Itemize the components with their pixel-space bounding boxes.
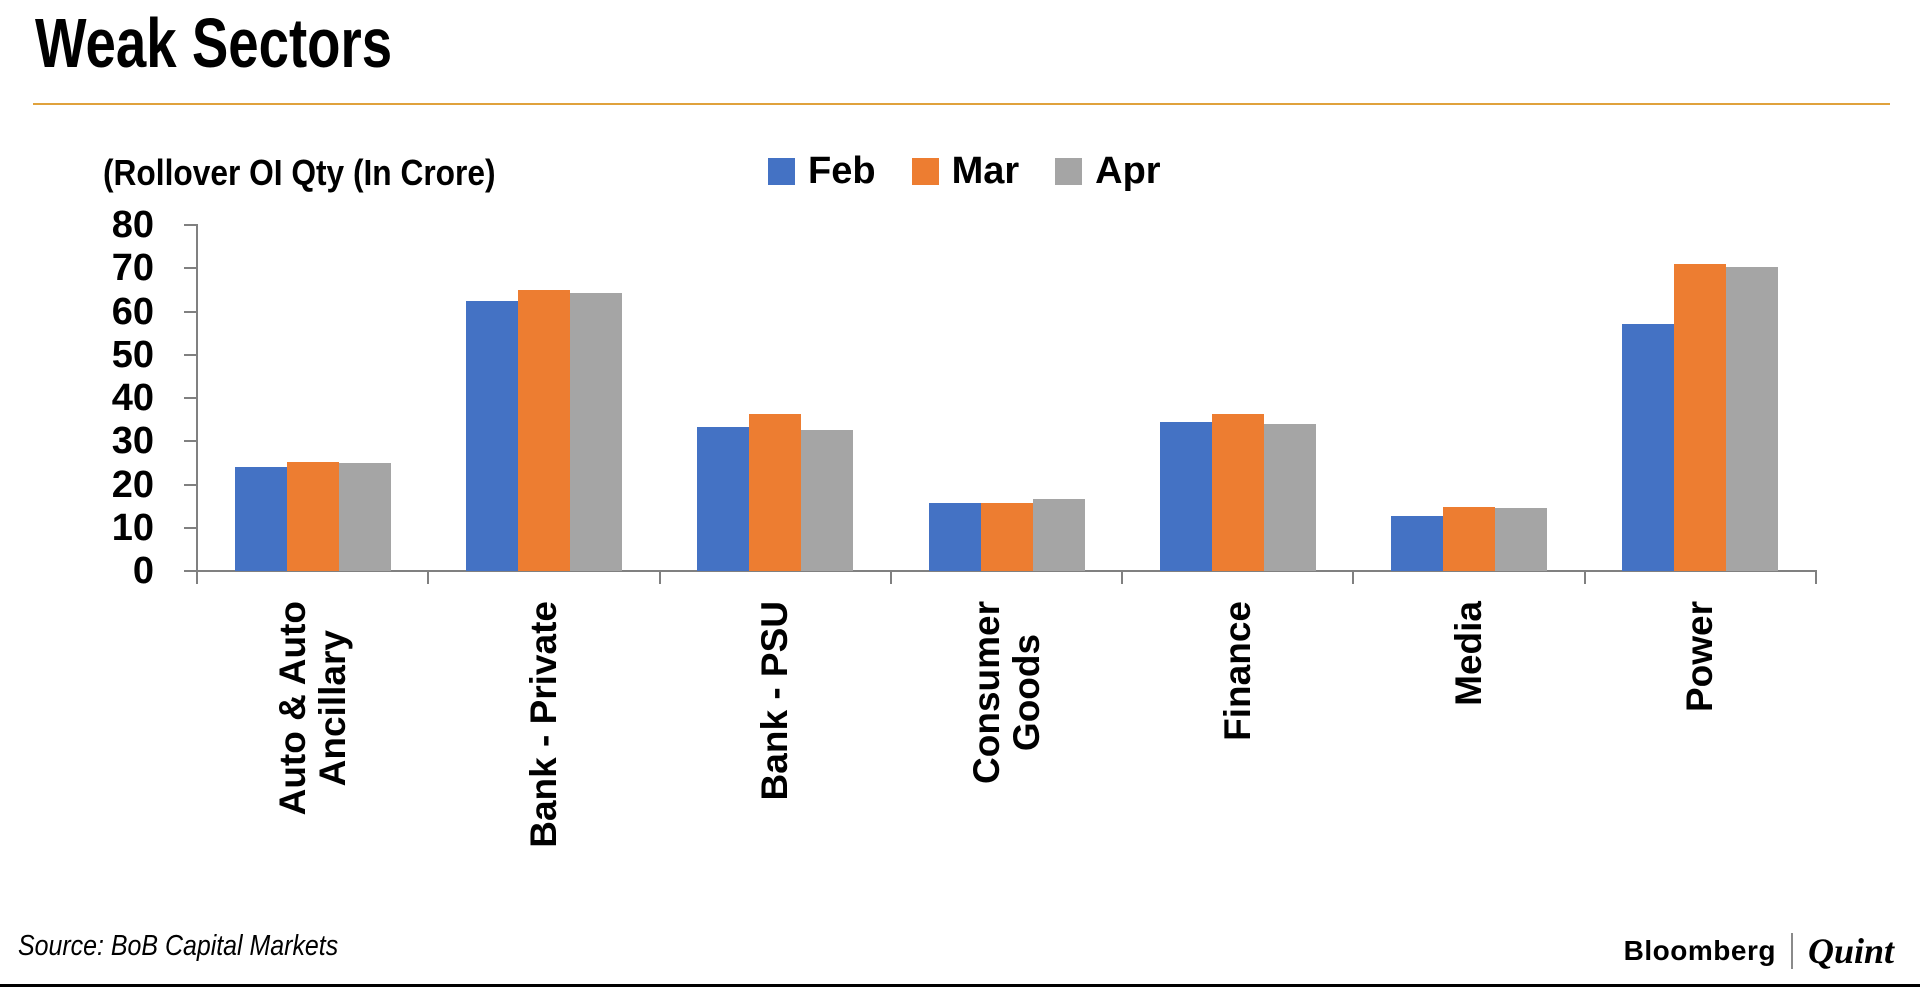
- y-axis-tick-mark: [184, 310, 197, 313]
- bar-feb-6: [1391, 515, 1444, 571]
- x-axis-tick-mark: [1583, 571, 1586, 584]
- x-axis-tick-mark: [658, 571, 661, 584]
- x-axis-label-text: Bank - PSU: [754, 601, 796, 801]
- y-axis-tick-mark: [184, 440, 197, 443]
- legend-label-apr: Apr: [1095, 150, 1161, 192]
- x-axis-label-text: Finance: [1216, 601, 1258, 741]
- legend-label-mar: Mar: [951, 150, 1020, 192]
- bar-feb-5: [1159, 421, 1212, 571]
- brand-logo: Bloomberg Quint: [1624, 930, 1894, 972]
- bar-feb-3: [697, 426, 750, 571]
- legend-item-feb: Feb: [768, 152, 876, 190]
- x-axis-label-text: Bank - Private: [522, 601, 564, 848]
- bar-apr-1: [338, 463, 391, 571]
- x-axis-line: [196, 570, 1817, 572]
- x-axis-tick-mark: [1352, 571, 1355, 584]
- bar-mar-6: [1443, 506, 1496, 571]
- bar-apr-6: [1495, 508, 1548, 571]
- quint-wordmark: Quint: [1807, 931, 1894, 971]
- bar-feb-4: [928, 502, 981, 571]
- x-axis-label-text: Consumer Goods: [965, 601, 1047, 784]
- y-axis-tick-label: 10: [111, 506, 154, 549]
- y-axis-tick-mark: [184, 353, 197, 356]
- y-axis-tick-label: 70: [111, 247, 154, 290]
- x-axis-tick-mark: [427, 571, 430, 584]
- legend-label-feb: Feb: [808, 150, 876, 192]
- source-note: Source: BoB Capital Markets: [18, 930, 339, 962]
- legend-swatch-apr: [1055, 157, 1083, 185]
- chart-legend: Feb Mar Apr: [768, 152, 1161, 190]
- y-axis-tick-mark: [184, 267, 197, 270]
- y-axis-line: [196, 224, 198, 584]
- y-axis-tick-label: 50: [111, 333, 154, 376]
- page-title: Weak Sectors: [35, 4, 393, 82]
- bar-apr-5: [1263, 423, 1316, 571]
- bar-apr-7: [1726, 266, 1779, 571]
- y-axis-tick-label: 0: [132, 550, 154, 592]
- legend-swatch-mar: [911, 157, 939, 185]
- x-axis-tick-mark: [1815, 571, 1817, 584]
- y-axis-tick-label: 80: [111, 204, 154, 246]
- x-axis-label-text: Power: [1679, 601, 1721, 713]
- bar-mar-1: [286, 462, 339, 571]
- y-axis-tick-label: 40: [111, 377, 154, 419]
- title-divider: [33, 103, 1890, 105]
- y-axis-tick-mark: [184, 483, 197, 486]
- bar-feb-1: [234, 467, 287, 571]
- bloomberg-wordmark: Bloomberg: [1623, 935, 1776, 966]
- y-axis-tick-label: 60: [111, 290, 154, 333]
- bottom-border: [0, 984, 1920, 987]
- x-axis-label-text: Auto & Auto Ancillary: [271, 601, 353, 816]
- bar-feb-7: [1622, 324, 1675, 571]
- bar-apr-3: [801, 429, 854, 571]
- x-axis-tick-mark: [1121, 571, 1124, 584]
- y-axis-tick-label: 30: [111, 420, 154, 463]
- legend-item-mar: Mar: [911, 150, 1020, 192]
- x-axis-tick-mark: [196, 571, 198, 584]
- x-axis-label-text: Media: [1448, 601, 1490, 706]
- bar-feb-2: [465, 300, 518, 571]
- bar-mar-3: [749, 414, 802, 571]
- bar-mar-2: [517, 289, 570, 571]
- bar-apr-4: [1032, 498, 1085, 571]
- y-axis-tick-mark: [184, 526, 197, 529]
- x-axis-tick-mark: [889, 571, 892, 584]
- y-axis-tick-mark: [184, 570, 197, 572]
- legend-item-apr: Apr: [1055, 150, 1161, 192]
- brand-separator: [1790, 933, 1793, 969]
- bar-apr-2: [569, 293, 622, 571]
- bar-mar-5: [1211, 414, 1264, 571]
- bar-mar-4: [980, 503, 1033, 571]
- y-axis-tick-mark: [184, 224, 197, 226]
- bar-mar-7: [1674, 263, 1727, 571]
- y-axis-tick-mark: [184, 397, 197, 399]
- legend-swatch-feb: [768, 157, 795, 185]
- y-axis-title: (Rollover OI Qty (In Crore): [103, 152, 496, 193]
- y-axis-tick-label: 20: [111, 463, 154, 506]
